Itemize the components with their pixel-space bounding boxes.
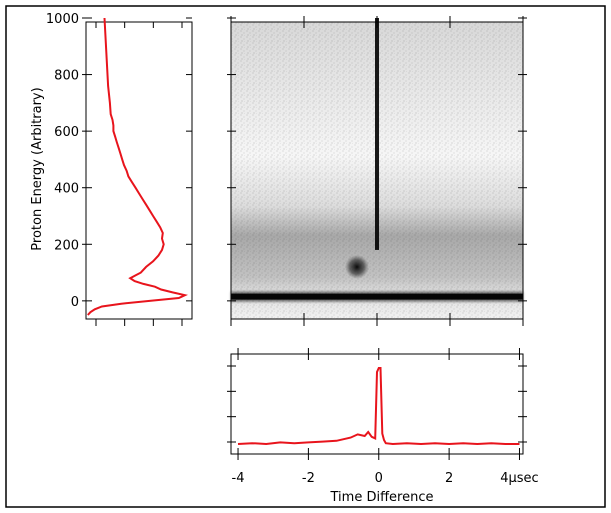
heatmap-vertical-line xyxy=(375,18,379,250)
bottom-axes: -4 -2 0 2 4µsec xyxy=(227,348,539,486)
heatmap-features xyxy=(231,18,523,302)
bottom-x-tick-label: -2 xyxy=(302,471,315,486)
y-tick-label: 200 xyxy=(54,238,79,253)
heatmap-band xyxy=(231,293,523,300)
main-axes xyxy=(227,16,527,326)
bottom-x-tick-label: 4µsec xyxy=(500,471,538,486)
y-tick-label: 1000 xyxy=(46,12,79,27)
main-histogram-panel xyxy=(227,16,527,326)
left-x-axis xyxy=(95,22,183,326)
bottom-x-tick-label: 0 xyxy=(375,471,383,486)
bottom-x-tick-label: 2 xyxy=(445,471,453,486)
y-tick-label: 400 xyxy=(54,182,79,197)
heatmap-blob xyxy=(344,254,369,279)
x-axis-title: Time Difference xyxy=(330,490,434,505)
left-panel-frame xyxy=(85,21,193,320)
left-projection-panel: 0 200 400 600 800 1000 Proton Energy (Arbitra… xyxy=(30,12,193,326)
y-tick-label: 0 xyxy=(71,295,79,310)
y-tick-label: 800 xyxy=(54,69,79,84)
y-axis-title: Proton Energy (Arbitrary) xyxy=(30,87,45,250)
left-projection-line xyxy=(87,17,188,316)
bottom-panel-frame xyxy=(230,353,524,455)
bottom-projection-line xyxy=(237,367,520,446)
left-y-axis: 0 200 400 600 800 1000 xyxy=(46,12,192,310)
y-tick-label: 600 xyxy=(54,125,79,140)
bottom-x-tick-label: -4 xyxy=(232,471,245,486)
bottom-projection-panel: -4 -2 0 2 4µsec Time Difference xyxy=(227,348,539,505)
